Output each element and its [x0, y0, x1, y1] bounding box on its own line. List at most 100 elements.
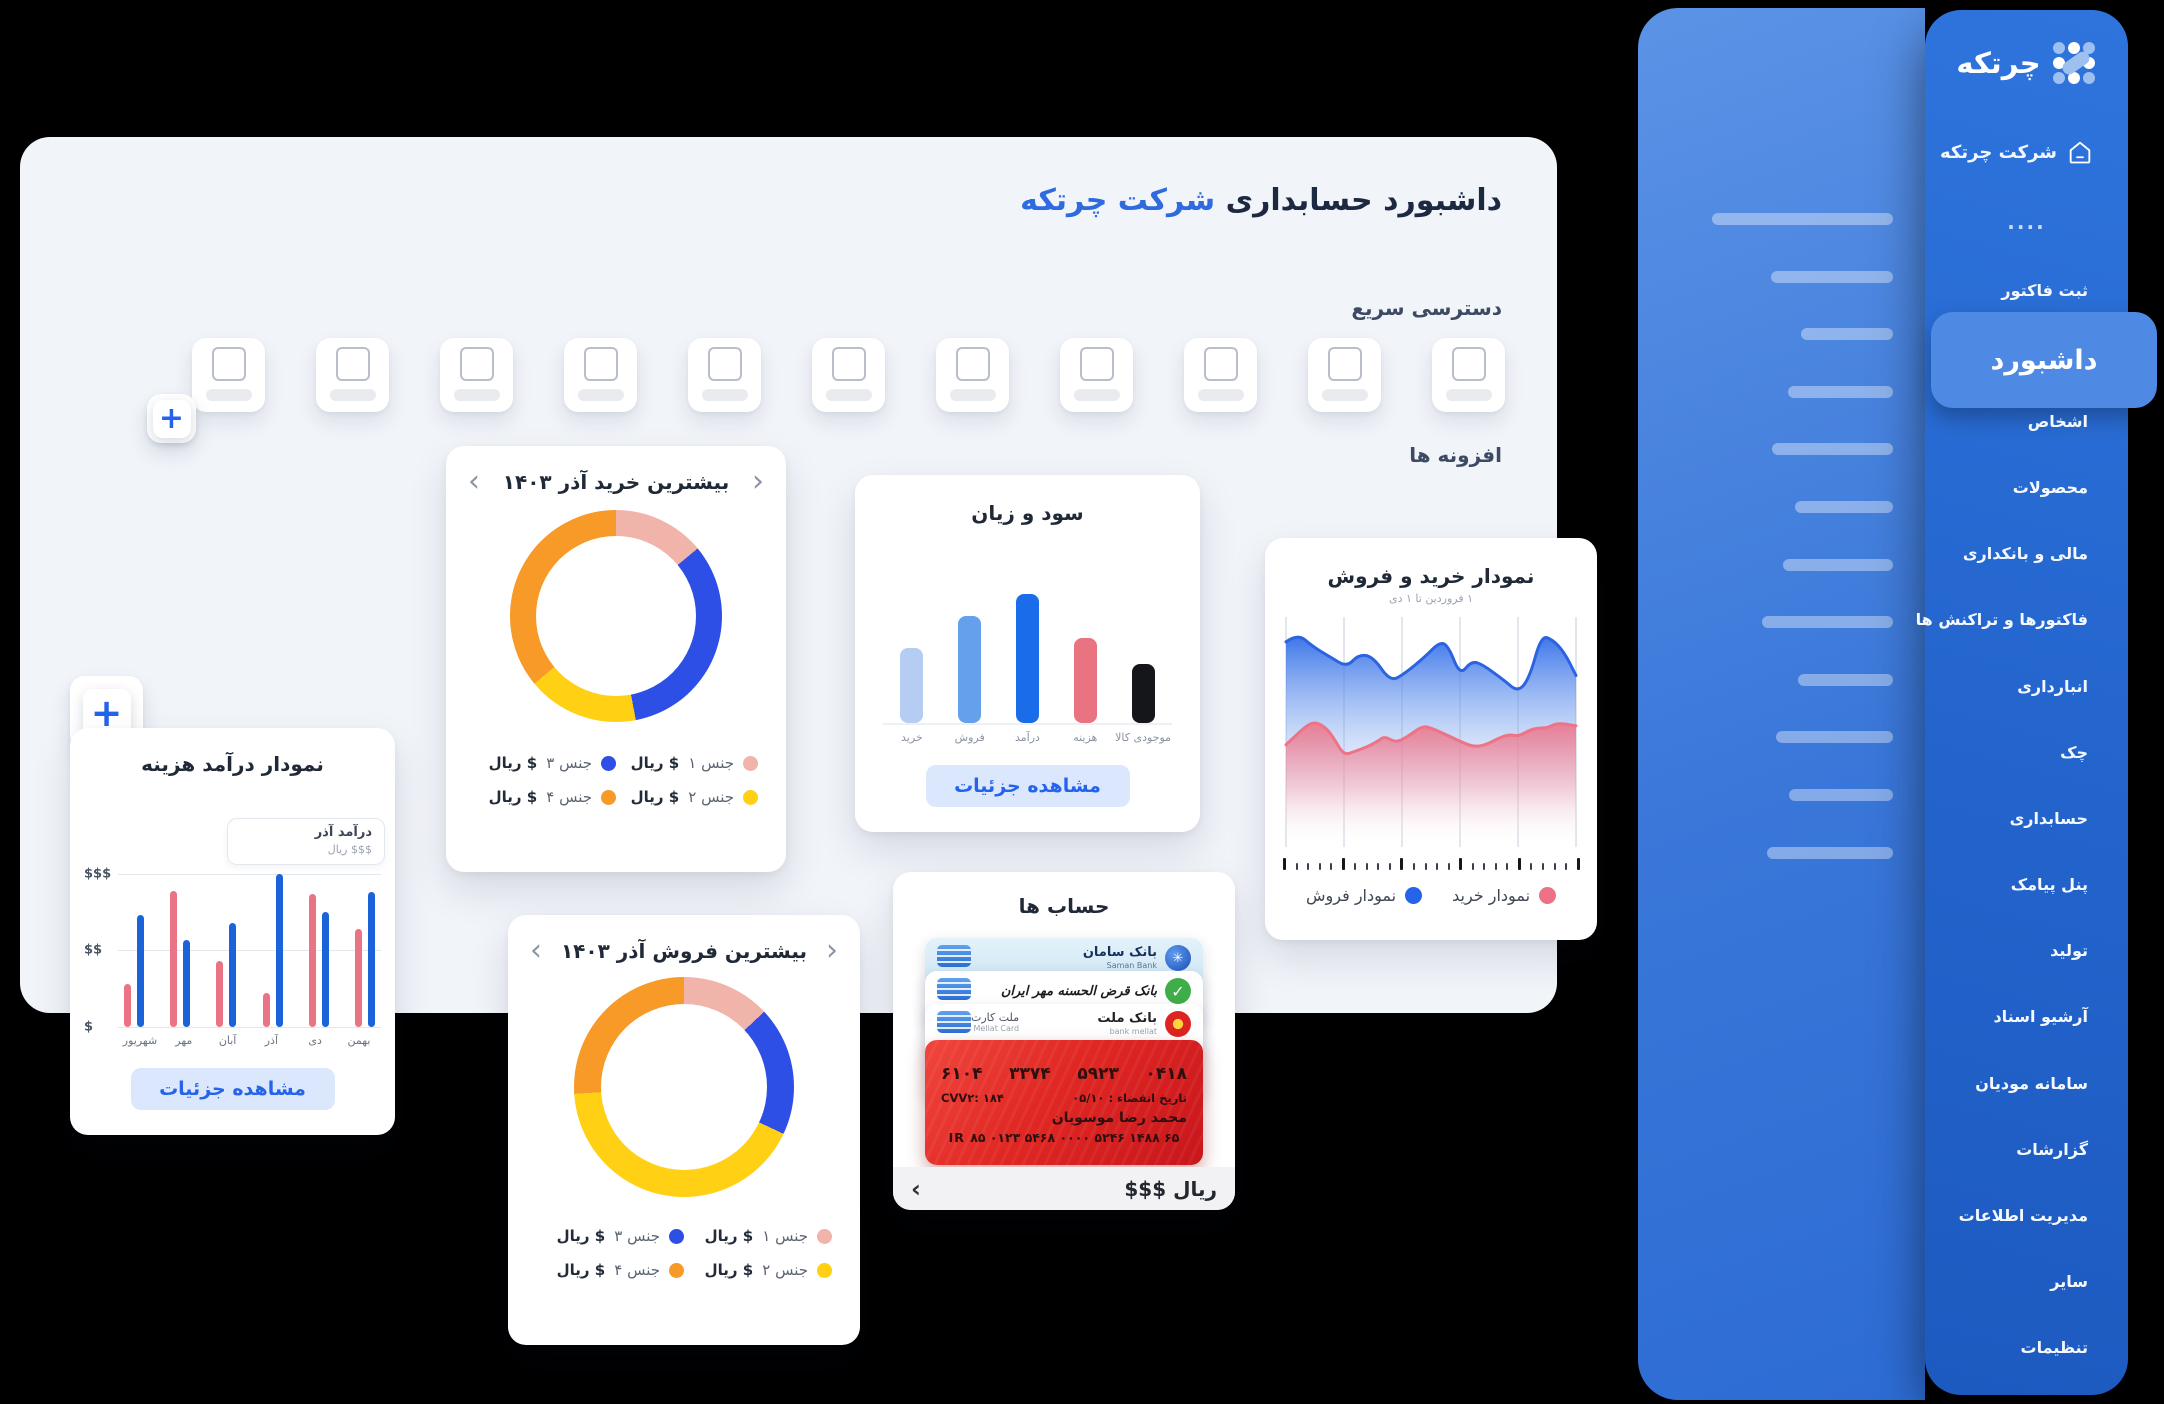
- y-axis-label: $$: [84, 942, 103, 958]
- sidebar-item[interactable]: محصولات: [2012, 478, 2088, 497]
- buy-sell-subtitle: ۱ فروردین تا ۱ دی: [1388, 592, 1474, 605]
- placeholder-pill: [1197, 389, 1244, 401]
- card-number: ۶۱۰۴ ۳۳۷۴ ۵۹۲۳ ۰۴۱۸: [941, 1064, 1187, 1084]
- quick-access-placeholder[interactable]: [1184, 338, 1257, 412]
- quick-access-placeholder[interactable]: [316, 338, 389, 412]
- axis-tick: [1330, 863, 1333, 870]
- profit-loss-details-button[interactable]: مشاهده جزئیات: [925, 765, 1130, 807]
- profit-loss-bar-chart: [883, 573, 1172, 725]
- quick-access-placeholder[interactable]: [1060, 338, 1133, 412]
- legend-item: جنس ۲ $ ریال: [616, 788, 758, 806]
- bar-label: درآمد: [1015, 731, 1040, 744]
- profit-loss-x-labels: خرید فروش درآمد هزینه موجودی کالا: [883, 731, 1172, 744]
- sidebar-item[interactable]: مالی و بانکداری: [1962, 544, 2088, 563]
- bar: [900, 648, 924, 723]
- addons-add-button[interactable]: [147, 394, 196, 443]
- quick-access-placeholder[interactable]: [440, 338, 513, 412]
- axis-tick: [1424, 863, 1427, 870]
- sidebar-item[interactable]: سامانه مودیان: [1975, 1074, 2088, 1093]
- quick-access-label: دسترسی سریع: [1351, 296, 1502, 320]
- legend-label: جنس ۳: [614, 1227, 660, 1245]
- legend-label: نمودار فروش: [1306, 886, 1397, 905]
- legend-value: $ ریال: [488, 788, 538, 806]
- placeholder-square-icon: [1203, 347, 1238, 381]
- legend-item: جنس ۳ $ ریال: [474, 754, 616, 772]
- tooltip-value: $$$ ریال: [327, 843, 372, 856]
- primary-sidebar: چرتکه شرکت چرتکه .... ثبت فاکتور داشبورد ا…: [1916, 10, 2157, 1395]
- quick-access-placeholder[interactable]: [688, 338, 761, 412]
- quick-access-placeholder[interactable]: [1308, 338, 1381, 412]
- axis-tick: [1365, 863, 1368, 870]
- skeleton-pill: [1801, 328, 1893, 340]
- top-sales-donut-chart: [574, 977, 794, 1197]
- accounts-card: حساب ها بانک سامان Saman Bank: [893, 872, 1235, 1210]
- quick-access-placeholder[interactable]: [812, 338, 885, 412]
- sidebar-item[interactable]: پنل پیامک: [2010, 875, 2088, 894]
- income-expense-details-button[interactable]: مشاهده جزئیات: [130, 1068, 335, 1110]
- sidebar-collapse-dots[interactable]: ....: [2007, 210, 2046, 234]
- sidebar-item-active[interactable]: داشبورد: [1931, 312, 2157, 408]
- bar-column: [999, 594, 1057, 723]
- quick-access-row: [0, 338, 1557, 750]
- placeholder-square-icon: [459, 347, 494, 381]
- legend-dot-icon: [743, 755, 758, 771]
- axis-tick: [1483, 863, 1486, 870]
- bar-column: [1114, 664, 1172, 723]
- sidebar-item-company[interactable]: شرکت چرتکه: [1940, 138, 2094, 166]
- quick-access-placeholder[interactable]: [192, 338, 265, 412]
- mehr-bank-check-icon: [1165, 978, 1191, 1004]
- placeholder-square-icon: [955, 347, 990, 381]
- quick-access-placeholder[interactable]: [1432, 338, 1505, 412]
- placeholder-pill: [1445, 389, 1492, 401]
- saman-bank-logo-icon: [1165, 945, 1191, 971]
- axis-tick: [1517, 858, 1521, 870]
- card-chip-icon: [937, 978, 971, 1000]
- sidebar-item[interactable]: تولید: [2050, 941, 2088, 960]
- y-axis-label: $: [84, 1019, 94, 1035]
- axis-tick: [1341, 858, 1345, 870]
- sidebar-item[interactable]: فاکتورها و تراکنش ها: [1915, 610, 2088, 629]
- axis-tick: [1471, 863, 1474, 870]
- sidebar-item[interactable]: چک: [2060, 743, 2088, 762]
- quick-access-placeholder[interactable]: [936, 338, 1009, 412]
- chevron-left-icon[interactable]: [468, 471, 480, 493]
- quick-access-placeholder[interactable]: [564, 338, 637, 412]
- sidebar-item[interactable]: تنظیمات: [2020, 1338, 2088, 1357]
- chevron-left-icon[interactable]: [911, 1177, 921, 1201]
- card-number-group: ۶۱۰۴: [941, 1064, 983, 1084]
- chevron-right-icon[interactable]: [826, 940, 838, 962]
- placeholder-pill: [329, 389, 376, 401]
- legend-value: $ ریال: [488, 754, 538, 772]
- plus-icon: [152, 399, 191, 438]
- legend-label: جنس ۱: [762, 1227, 808, 1245]
- mellat-bank-name: بانک ملت: [1097, 1011, 1157, 1027]
- chevron-right-icon[interactable]: [752, 471, 764, 493]
- accounts-title: حساب ها: [1018, 894, 1110, 918]
- legend-item: جنس ۴ $ ریال: [536, 1261, 684, 1279]
- legend-dot-icon: [1405, 887, 1423, 904]
- axis-tick: [1459, 858, 1463, 870]
- sidebar-item[interactable]: اشخاص: [2027, 412, 2088, 431]
- sidebar-item[interactable]: حسابداری: [2009, 809, 2088, 828]
- chevron-left-icon[interactable]: [530, 940, 542, 962]
- sidebar-item[interactable]: انبارداری: [2017, 677, 2088, 696]
- addons-label: افزونه ها: [1409, 443, 1502, 467]
- card-iban: IR ۸۵ ۰۱۲۳ ۵۴۶۸ ۰۰۰۰ ۵۲۴۶ ۱۴۸۸ ۶۵: [948, 1130, 1180, 1145]
- sidebar-item[interactable]: سایر: [2050, 1272, 2088, 1291]
- sidebar-item[interactable]: آرشیو اسناد: [1993, 1007, 2088, 1026]
- bank-cards-stack: بانک سامان Saman Bank بانک قرض الحسنه مه…: [925, 938, 1203, 1170]
- axis-tick: [1506, 863, 1509, 870]
- skeleton-pill: [1789, 789, 1893, 801]
- axis-tick: [1295, 863, 1298, 870]
- axis-tick: [1576, 858, 1580, 870]
- sidebar-item[interactable]: گزارشات: [2016, 1140, 2088, 1159]
- card-holder-name: محمد رضا موسویان: [1051, 1110, 1187, 1126]
- bar-label: هزینه: [1073, 731, 1098, 744]
- sidebar-item[interactable]: ثبت فاکتور: [2001, 281, 2088, 300]
- skeleton-pill: [1798, 674, 1893, 686]
- accounts-footer: $$$ ریال: [893, 1167, 1235, 1210]
- bank-card-mellat-details[interactable]: ۶۱۰۴ ۳۳۷۴ ۵۹۲۳ ۰۴۱۸ CVV۲: ۱۸۴ تاریخ انقضاء …: [925, 1040, 1203, 1165]
- placeholder-square-icon: [211, 347, 246, 381]
- sidebar-item[interactable]: مدیریت اطلاعات: [1958, 1206, 2088, 1225]
- gridline: [118, 874, 381, 875]
